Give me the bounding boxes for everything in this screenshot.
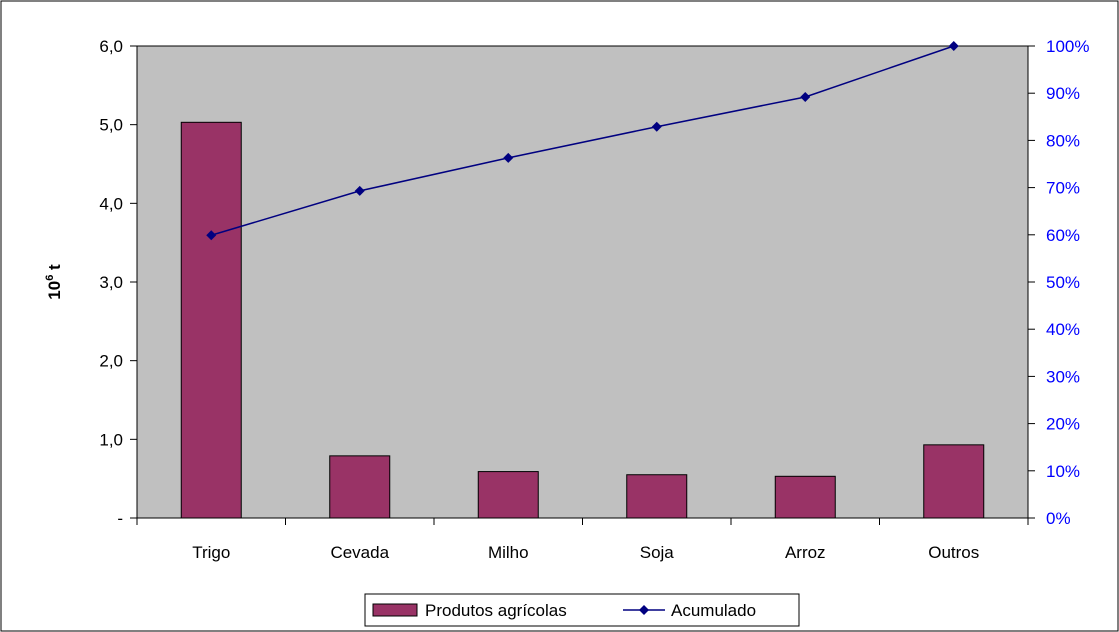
left-axis-ticks: - 1,0 2,0 3,0 4,0 5,0 6,0	[99, 37, 137, 528]
left-tick-label: 1,0	[99, 430, 123, 449]
cumulative-point-outros	[948, 41, 959, 51]
bar-series	[180, 121, 985, 519]
bar-outros	[923, 444, 985, 519]
bar-cevada	[329, 455, 391, 519]
category-label: Milho	[488, 543, 529, 562]
right-tick-label: 0%	[1046, 509, 1071, 528]
legend-line-marker	[639, 605, 649, 615]
right-tick-label: 40%	[1046, 320, 1080, 339]
line-series	[206, 41, 959, 241]
bar-arroz	[774, 475, 836, 519]
category-label: Trigo	[192, 543, 230, 562]
right-tick-label: 90%	[1046, 84, 1080, 103]
right-axis-ticks: 0% 10% 20% 30% 40% 50% 60% 70% 80% 90% 100%	[1028, 37, 1089, 528]
category-axis-ticks: Trigo Cevada Milho Soja Arroz Outros	[136, 518, 1029, 562]
right-tick-label: 20%	[1046, 415, 1080, 434]
right-tick-label: 100%	[1046, 37, 1089, 56]
legend: Produtos agrícolas Acumulado	[364, 593, 800, 627]
plot-area	[136, 45, 1029, 519]
category-label: Soja	[640, 543, 675, 562]
bar-milho	[477, 471, 539, 519]
right-tick-label: 70%	[1046, 179, 1080, 198]
left-tick-label: 6,0	[99, 37, 123, 56]
right-tick-label: 30%	[1046, 367, 1080, 386]
cumulative-point-arroz	[800, 91, 811, 102]
cumulative-point-soja	[651, 121, 662, 132]
left-tick-label: 4,0	[99, 194, 123, 213]
cumulative-point-trigo	[206, 230, 217, 241]
left-tick-label: 2,0	[99, 352, 123, 371]
left-tick-label: -	[117, 509, 123, 528]
category-label: Arroz	[785, 543, 826, 562]
y-axis-label: 106 t	[44, 264, 64, 300]
cumulative-point-cevada	[354, 185, 365, 196]
left-tick-label: 5,0	[99, 116, 123, 135]
y-axis-label-unit: t	[45, 264, 64, 275]
category-label: Outros	[928, 543, 979, 562]
right-tick-label: 50%	[1046, 273, 1080, 292]
right-tick-label: 60%	[1046, 226, 1080, 245]
bar-trigo	[180, 121, 242, 519]
right-tick-label: 10%	[1046, 462, 1080, 481]
cumulative-line	[211, 45, 954, 236]
legend-bar-swatch	[372, 603, 418, 617]
legend-line-label: Acumulado	[671, 601, 756, 620]
y-axis-label-base: 10	[45, 281, 64, 300]
right-tick-label: 80%	[1046, 131, 1080, 150]
legend-box	[364, 593, 800, 627]
y-axis-label-exponent: 6	[44, 275, 56, 281]
category-label: Cevada	[330, 543, 389, 562]
left-tick-label: 3,0	[99, 273, 123, 292]
bar-soja	[626, 474, 688, 519]
cumulative-point-milho	[503, 152, 514, 163]
legend-bar-label: Produtos agrícolas	[425, 601, 567, 620]
